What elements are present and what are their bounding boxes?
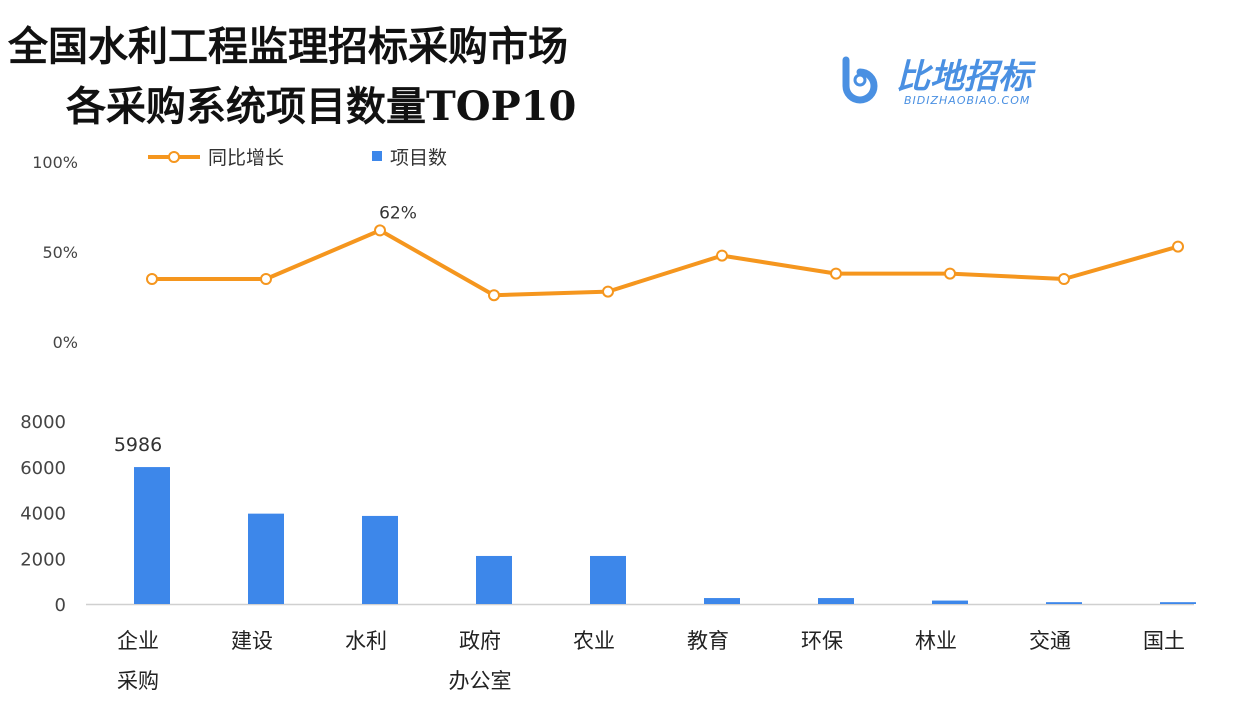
line-point: [830, 267, 842, 280]
x-category-label: 采购: [117, 669, 159, 693]
x-category-label: 建设: [231, 629, 273, 653]
x-category-label: 政府: [459, 629, 501, 653]
line-point: [260, 273, 272, 285]
bar: [704, 598, 740, 604]
legend-label-count: 项目数: [390, 147, 447, 169]
bar-data-label: 5986: [114, 434, 162, 456]
bar: [248, 513, 284, 604]
legend-label-growth: 同比增长: [208, 147, 284, 169]
x-category-label: 国土: [1143, 629, 1185, 653]
y-tick-label-bar: 8000: [20, 412, 66, 433]
line-series-growth: [152, 228, 1179, 298]
line-point: [146, 273, 158, 285]
line-point: [374, 224, 386, 237]
y-tick-label-line: 100%: [32, 153, 78, 172]
y-tick-label-bar: 4000: [20, 504, 66, 525]
y-tick-label-bar: 0: [55, 595, 66, 616]
legend-line-marker: [168, 151, 180, 163]
bar: [1046, 602, 1082, 604]
line-point: [716, 249, 728, 262]
bar: [932, 600, 968, 604]
bar: [1160, 602, 1196, 604]
bar: [818, 598, 854, 604]
legend-bar-swatch: [372, 151, 382, 161]
x-category-label: 环保: [801, 629, 843, 653]
line-point: [1058, 273, 1070, 285]
bar: [362, 515, 398, 604]
y-tick-label-line: 50%: [42, 243, 78, 262]
logo-subtext: BIDIZHAOBIAO.COM: [904, 94, 1030, 107]
bar: [476, 555, 512, 604]
bar: [134, 467, 170, 604]
line-point: [944, 267, 956, 280]
x-category-label: 水利: [345, 629, 387, 653]
logo-text: 比地招标: [896, 57, 1036, 97]
x-category-label: 教育: [687, 629, 729, 653]
y-tick-label-bar: 2000: [20, 549, 66, 570]
bar: [590, 555, 626, 604]
x-category-label: 农业: [573, 629, 615, 653]
chart-title-line2: 各采购系统项目数量TOP10: [66, 83, 577, 130]
line-point: [1172, 240, 1184, 253]
x-category-label: 办公室: [449, 669, 512, 693]
x-category-label: 企业: [117, 629, 159, 653]
line-data-label: 62%: [379, 203, 417, 223]
chart-title-line1: 全国水利工程监理招标采购市场: [8, 23, 568, 70]
x-category-label: 林业: [915, 629, 957, 653]
logo-icon: [842, 56, 878, 104]
line-point: [602, 285, 614, 298]
line-point: [488, 289, 500, 302]
y-tick-label-bar: 6000: [20, 458, 66, 479]
y-tick-label-line: 0%: [53, 333, 78, 352]
logo: 比地招标 BIDIZHAOBIAO.COM: [842, 56, 1036, 107]
x-category-label: 交通: [1029, 629, 1071, 653]
